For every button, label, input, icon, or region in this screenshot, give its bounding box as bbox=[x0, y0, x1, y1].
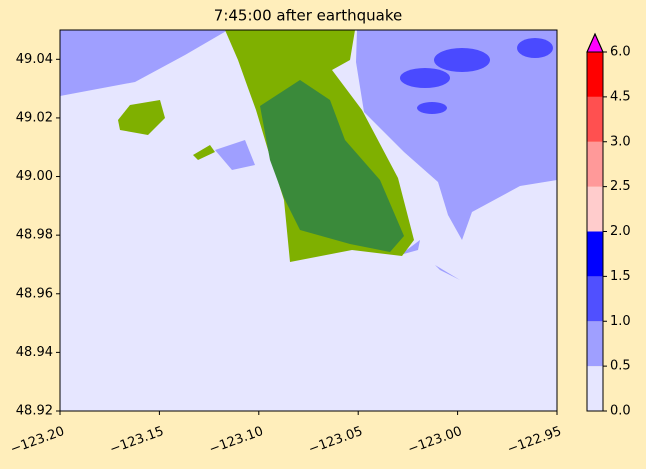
x-tick-label: −123.10 bbox=[207, 424, 265, 457]
x-tick-label: −123.15 bbox=[108, 424, 166, 457]
colorbar-segment bbox=[587, 231, 603, 277]
colorbar-segment bbox=[587, 96, 603, 142]
x-tick-label: −123.20 bbox=[8, 424, 66, 457]
colorbar-tick-label: 4.5 bbox=[610, 89, 631, 104]
plot-frame bbox=[59, 29, 558, 412]
colorbar-segment bbox=[587, 276, 603, 322]
x-tick-label: −123.05 bbox=[307, 424, 365, 457]
colorbar-tick-label: 2.0 bbox=[610, 224, 631, 239]
flood-region bbox=[215, 140, 255, 170]
y-tick-label: 48.98 bbox=[16, 228, 53, 243]
colorbar-segment bbox=[587, 52, 603, 97]
x-tick-label: −122.95 bbox=[505, 424, 563, 457]
colorbar-tick-label: 6.0 bbox=[610, 45, 631, 60]
deep-region bbox=[434, 48, 490, 72]
colorbar-tick-label: 1.5 bbox=[610, 269, 631, 284]
deep-region bbox=[417, 102, 447, 114]
y-tick-label: 49.04 bbox=[16, 52, 53, 67]
y-tick-label: 49.00 bbox=[16, 169, 53, 184]
colorbar-segment bbox=[587, 366, 603, 411]
deep-region bbox=[400, 68, 450, 88]
y-tick-label: 48.92 bbox=[16, 404, 53, 419]
colorbar-tick-label: 1.0 bbox=[610, 314, 631, 329]
flood-region bbox=[60, 30, 228, 96]
island bbox=[118, 100, 165, 135]
y-tick-label: 49.02 bbox=[16, 110, 53, 125]
island bbox=[193, 145, 215, 160]
land-inner bbox=[260, 80, 404, 252]
colorbar-tick-label: 2.5 bbox=[610, 179, 631, 194]
colorbar-segment bbox=[587, 141, 603, 187]
colorbar-extend bbox=[586, 32, 604, 53]
flood-region bbox=[400, 240, 460, 280]
colorbar-tick-label: 3.0 bbox=[610, 134, 631, 149]
y-tick-label: 48.96 bbox=[16, 286, 53, 301]
colorbar-tick-label: 0.0 bbox=[610, 404, 631, 419]
chart-title: 7:45:00 after earthquake bbox=[214, 7, 402, 25]
deep-region bbox=[517, 38, 553, 58]
colorbar-segment bbox=[587, 321, 603, 367]
colorbar-segment bbox=[587, 186, 603, 232]
y-tick-label: 48.94 bbox=[16, 345, 53, 360]
colorbar-tick-label: 0.5 bbox=[610, 359, 631, 374]
map-area bbox=[60, 30, 557, 411]
x-tick-label: −123.00 bbox=[406, 424, 464, 457]
colorbar-frame bbox=[586, 32, 604, 412]
